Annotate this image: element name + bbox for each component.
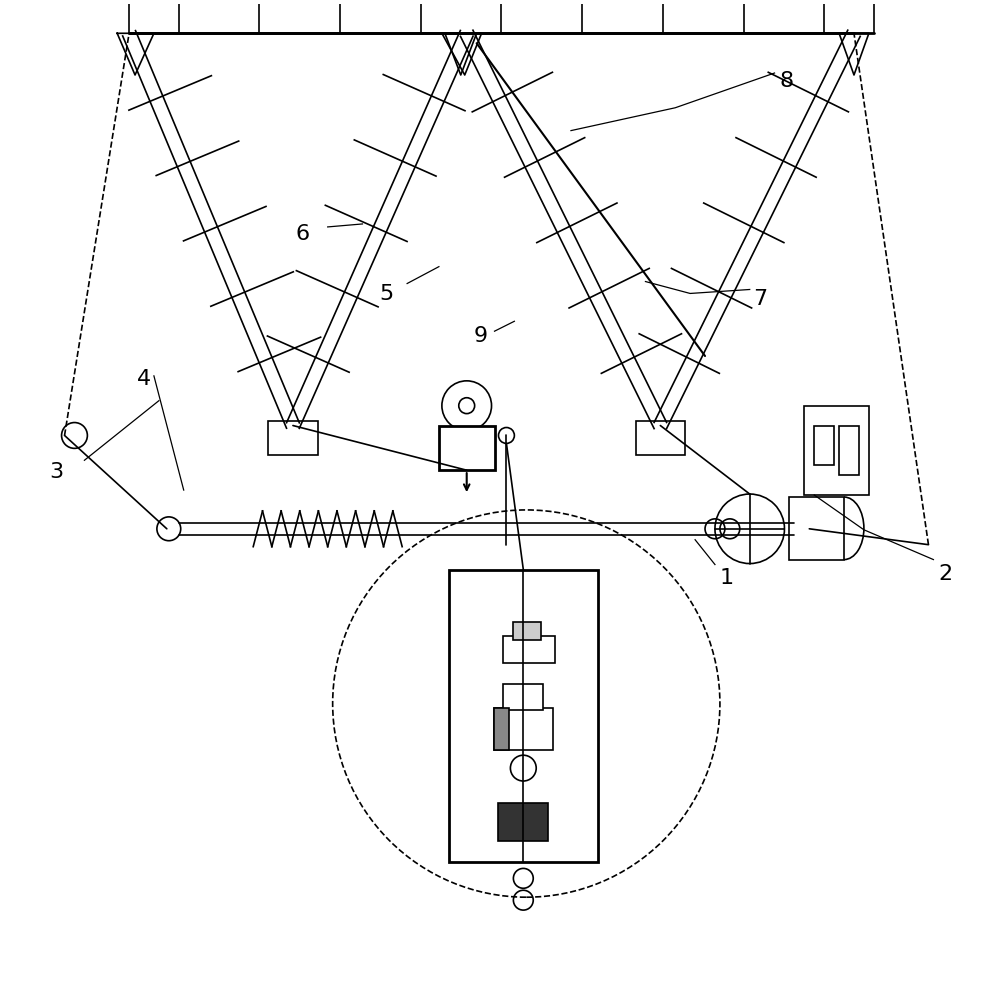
Text: 4: 4	[137, 369, 151, 389]
Bar	[839, 426, 859, 475]
Bar	[494, 708, 509, 750]
Text: 2: 2	[938, 564, 952, 584]
Text: 3: 3	[50, 462, 64, 482]
Text: 9: 9	[474, 326, 488, 346]
Bar	[814, 426, 834, 465]
Bar	[503, 684, 543, 710]
Bar	[512, 622, 540, 640]
Text: 6: 6	[296, 224, 310, 244]
Bar	[498, 803, 548, 841]
Text: 8: 8	[780, 71, 793, 91]
Text: 7: 7	[753, 289, 767, 309]
Bar	[636, 421, 685, 455]
Text: 5: 5	[379, 284, 393, 304]
Bar	[494, 708, 553, 750]
Bar	[449, 570, 598, 862]
Bar	[268, 421, 318, 455]
Text: 1: 1	[720, 568, 734, 588]
Bar	[439, 426, 495, 470]
Bar	[804, 406, 869, 495]
Bar	[502, 636, 554, 663]
Bar	[789, 497, 844, 560]
